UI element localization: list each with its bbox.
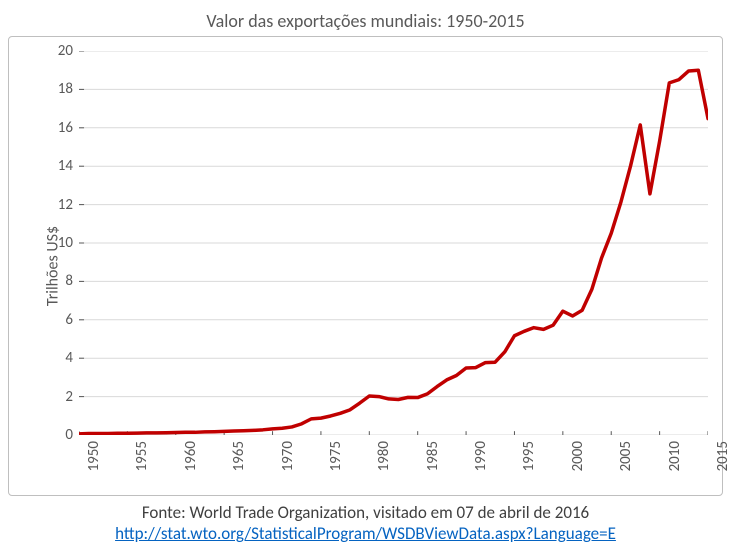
source-text: Fonte: World Trade Organization, visitad… [8,502,723,523]
x-tick-label: 2000 [569,441,587,471]
y-tick-label: 2 [65,388,73,406]
x-tick-label: 1995 [521,441,539,471]
x-tick-label: 1965 [230,441,248,471]
y-tick-label: 10 [58,234,73,252]
plot-area: 0246810121416182019501955196019651970197… [79,51,708,435]
chart-footer: Fonte: World Trade Organization, visitad… [8,502,723,544]
y-tick-label: 4 [65,349,73,367]
y-tick-label: 12 [58,196,73,214]
y-tick-label: 16 [58,119,73,137]
chart-title: Valor das exportações mundiais: 1950-201… [8,8,723,36]
chart-container: Valor das exportações mundiais: 1950-201… [8,8,723,542]
x-tick-label: 2015 [714,441,731,471]
line-chart-svg [79,51,708,435]
x-tick-label: 2005 [617,441,635,471]
x-tick-label: 1955 [134,441,152,471]
y-tick-label: 0 [65,426,73,444]
x-tick-label: 1950 [85,441,103,471]
x-tick-label: 2010 [666,441,684,471]
y-tick-label: 8 [65,272,73,290]
y-tick-label: 18 [58,80,73,98]
plot-frame: Trilhões US$ 024681012141618201950195519… [8,36,723,496]
x-tick-label: 1970 [279,441,297,471]
x-tick-label: 1960 [182,441,200,471]
x-tick-label: 1985 [424,441,442,471]
y-tick-label: 20 [58,42,73,60]
y-tick-label: 14 [58,157,73,175]
x-tick-label: 1975 [327,441,345,471]
x-tick-label: 1990 [472,441,490,471]
y-tick-label: 6 [65,311,73,329]
x-tick-label: 1980 [376,441,394,471]
source-link[interactable]: http://stat.wto.org/StatisticalProgram/W… [115,523,616,544]
